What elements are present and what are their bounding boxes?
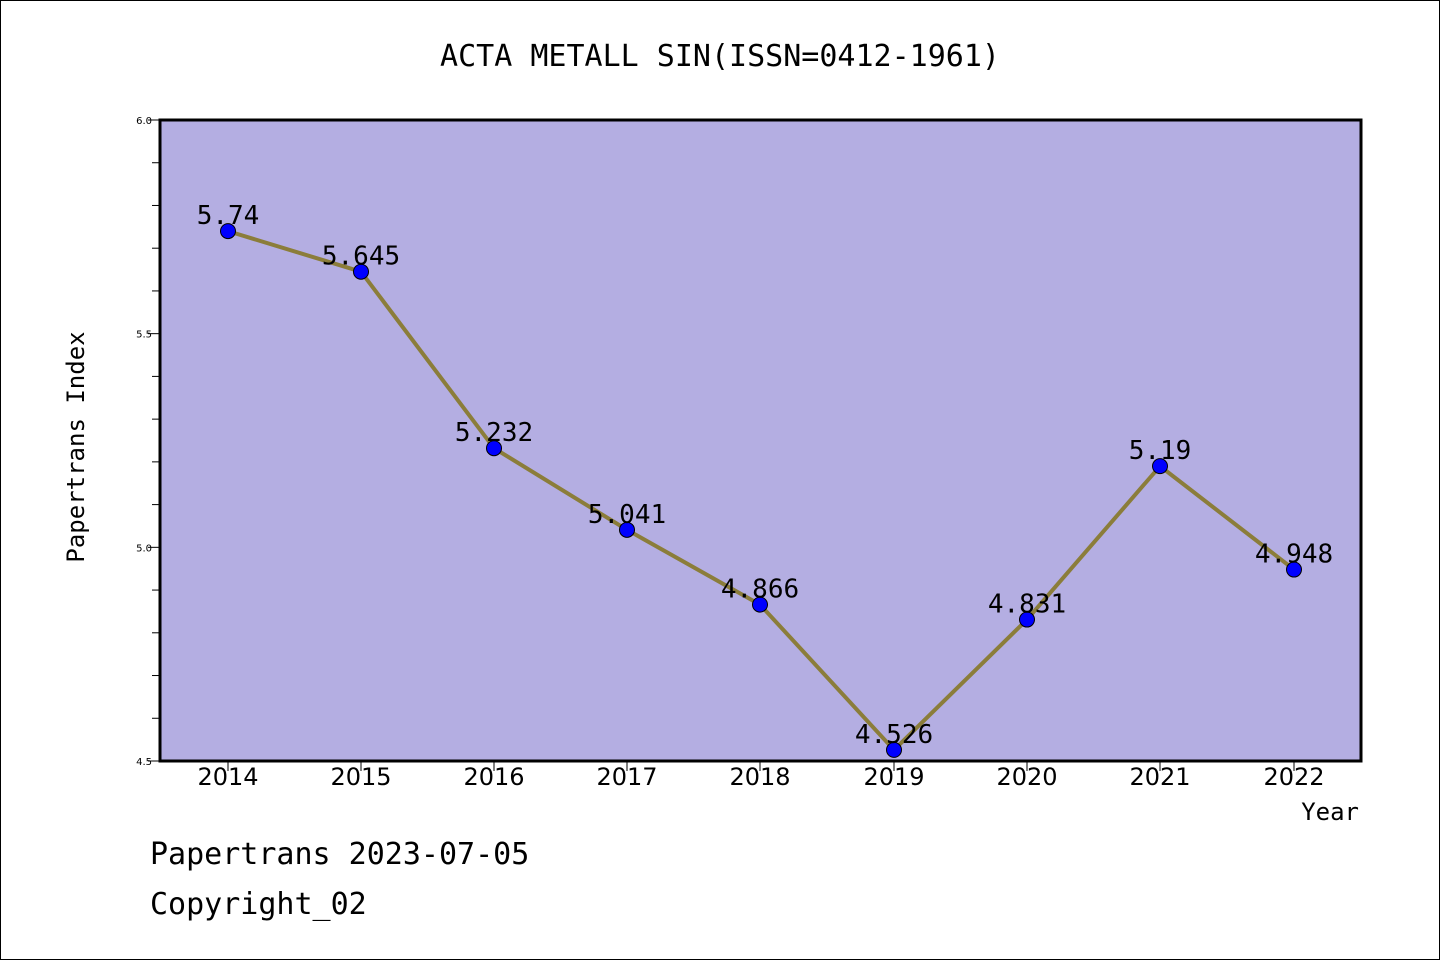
x-tick-label: 2014: [197, 763, 258, 791]
y-tick-label: 5.5: [136, 330, 152, 341]
data-label: 5.19: [1129, 436, 1192, 466]
x-tick-label: 2022: [1263, 763, 1324, 791]
y-tick-label: 6.0: [136, 116, 152, 127]
data-label: 5.041: [588, 500, 666, 530]
data-point: [1019, 611, 1035, 628]
data-label: 5.74: [197, 201, 260, 231]
data-point: [1152, 458, 1168, 475]
y-tick-label: 4.5: [136, 757, 152, 768]
data-point: [886, 741, 902, 758]
y-axis-ticks: 4.5 5.0 5.5 6.0: [136, 116, 160, 768]
data-point: [619, 521, 635, 538]
data-point: [220, 223, 236, 240]
x-tick-label: 2016: [463, 763, 524, 791]
x-tick-label: 2015: [330, 763, 391, 791]
x-axis-label: Year: [1301, 798, 1359, 826]
footer-copyright: Copyright_02: [150, 887, 367, 922]
data-label: 5.232: [455, 418, 533, 448]
x-tick-label: 2017: [596, 763, 657, 791]
data-point: [353, 263, 369, 280]
y-tick-label: 5.0: [136, 543, 152, 554]
data-point: [752, 596, 768, 613]
x-tick-label: 2019: [863, 763, 924, 791]
data-label: 5.645: [322, 242, 400, 272]
data-label: 4.948: [1255, 540, 1333, 570]
data-label: 4.866: [721, 575, 799, 605]
y-axis-label: Papertrans Index: [62, 331, 90, 562]
data-label: 4.831: [988, 590, 1066, 620]
data-label: 4.526: [855, 720, 933, 750]
x-tick-label: 2018: [729, 763, 790, 791]
data-point: [1286, 561, 1302, 578]
chart-title: ACTA METALL SIN(ISSN=0412-1961): [440, 39, 1000, 74]
series-layer: 5.74 5.645 5.232 5.041 4.866 4.526 4.831 5.19 4.…: [197, 201, 1333, 758]
data-point: [486, 440, 502, 457]
footer-date: Papertrans 2023-07-05: [150, 837, 529, 872]
x-axis-ticks: 2014 2015 2016 2017 2018 2019 2020 2021 2022: [197, 761, 1325, 791]
x-tick-label: 2021: [1129, 763, 1190, 791]
x-tick-label: 2020: [996, 763, 1057, 791]
plot-area: [158, 118, 1363, 763]
